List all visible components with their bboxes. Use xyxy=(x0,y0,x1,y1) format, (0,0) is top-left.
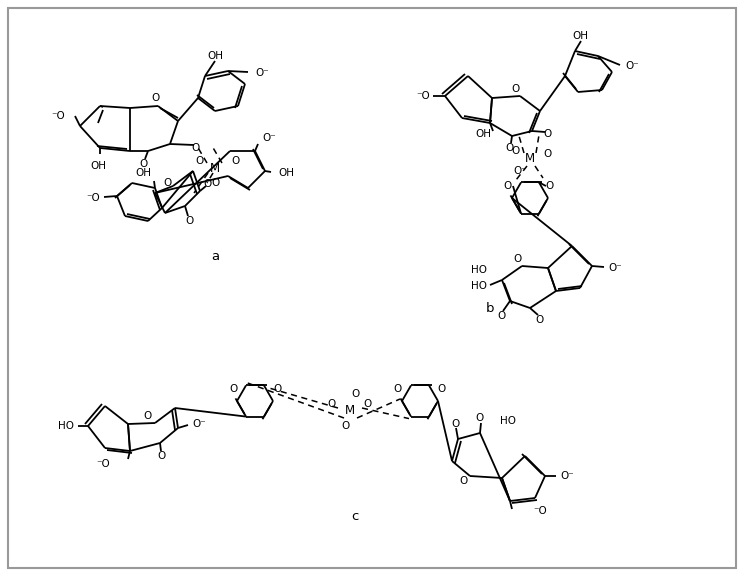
Text: O: O xyxy=(506,143,514,153)
Text: c: c xyxy=(351,510,359,522)
Text: OH: OH xyxy=(90,161,106,171)
Text: O: O xyxy=(204,179,212,189)
Text: O: O xyxy=(196,156,204,166)
Text: O: O xyxy=(341,421,349,431)
Text: O⁻: O⁻ xyxy=(262,133,276,143)
Text: a: a xyxy=(211,249,219,263)
Text: OH: OH xyxy=(475,129,491,139)
Text: O: O xyxy=(544,149,552,159)
Text: OH: OH xyxy=(135,168,151,178)
Text: O: O xyxy=(328,399,336,409)
Text: OH: OH xyxy=(278,168,294,178)
Text: M: M xyxy=(210,161,220,175)
Text: O: O xyxy=(151,93,159,103)
Text: O: O xyxy=(351,389,359,399)
Text: O⁻: O⁻ xyxy=(513,166,527,176)
Text: O: O xyxy=(273,384,281,394)
Text: O: O xyxy=(144,411,152,421)
Text: O: O xyxy=(511,146,519,156)
Text: O: O xyxy=(231,156,239,166)
Text: O: O xyxy=(451,419,459,429)
Text: OH: OH xyxy=(572,31,588,41)
Text: HO: HO xyxy=(471,265,487,275)
Text: O⁻: O⁻ xyxy=(608,263,622,273)
Text: O: O xyxy=(229,384,237,394)
Text: OH: OH xyxy=(207,51,223,61)
Text: HO: HO xyxy=(471,281,487,291)
Text: HO: HO xyxy=(58,421,74,431)
Text: O: O xyxy=(544,129,552,139)
Text: O: O xyxy=(164,178,172,188)
Text: ⁻O: ⁻O xyxy=(51,111,65,121)
Text: O: O xyxy=(459,476,467,486)
Text: O⁻: O⁻ xyxy=(255,68,269,78)
Text: M: M xyxy=(345,404,355,418)
Text: ⁻O: ⁻O xyxy=(96,459,110,469)
Text: O: O xyxy=(498,311,506,321)
Text: O: O xyxy=(511,84,519,94)
Text: O⁻: O⁻ xyxy=(192,419,206,429)
Text: O: O xyxy=(191,143,199,153)
Text: ⁻O: ⁻O xyxy=(533,506,547,516)
Text: O: O xyxy=(211,178,219,188)
Text: O: O xyxy=(476,413,484,423)
Text: O: O xyxy=(504,181,512,191)
Text: O: O xyxy=(186,216,194,226)
Text: b: b xyxy=(486,301,494,314)
Text: O: O xyxy=(139,159,147,169)
Text: O: O xyxy=(536,315,544,325)
Text: O: O xyxy=(158,451,166,461)
Text: O: O xyxy=(364,399,372,409)
Text: ⁻O: ⁻O xyxy=(416,91,430,101)
Text: O: O xyxy=(394,384,402,394)
Text: O⁻: O⁻ xyxy=(625,61,639,71)
Text: ⁻O: ⁻O xyxy=(86,193,100,203)
Text: HO: HO xyxy=(500,416,516,426)
Text: O: O xyxy=(513,254,521,264)
Text: O⁻: O⁻ xyxy=(560,471,574,481)
Text: M: M xyxy=(525,151,535,165)
Text: O: O xyxy=(546,181,554,191)
Text: O: O xyxy=(438,384,446,394)
